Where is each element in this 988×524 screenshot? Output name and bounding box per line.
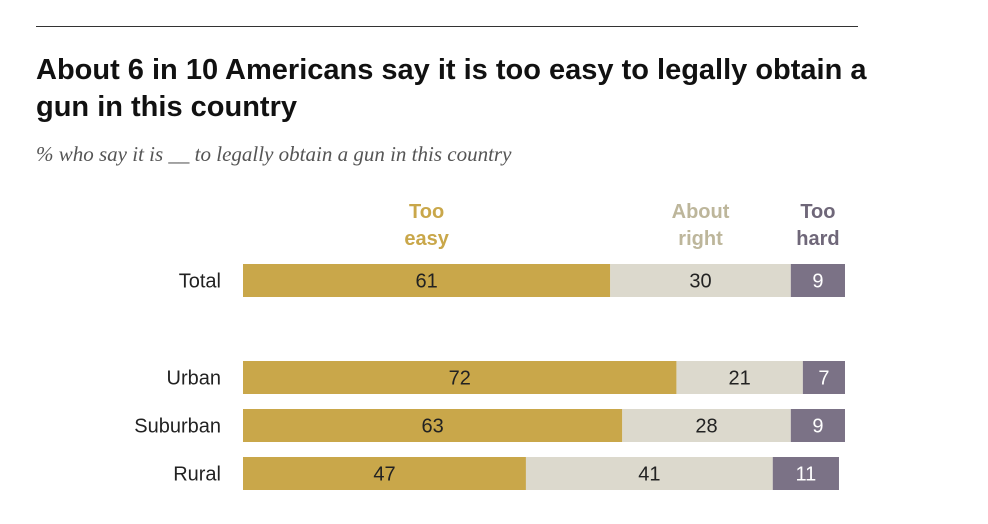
category-label-suburban: Suburban bbox=[134, 416, 221, 438]
bar-total-too-easy bbox=[243, 264, 611, 297]
data-label-rural-too-hard: 11 bbox=[795, 464, 816, 486]
data-label-suburban-about-right: 28 bbox=[695, 416, 717, 438]
bar-urban-about-right bbox=[676, 361, 803, 394]
bar-total-too-hard bbox=[790, 264, 845, 297]
category-label-rural: Rural bbox=[173, 464, 221, 486]
data-label-urban-too-easy: 72 bbox=[449, 368, 471, 390]
bar-urban-too-easy bbox=[243, 361, 677, 394]
chart-title: About 6 in 10 Americans say it is too ea… bbox=[36, 54, 867, 123]
data-label-rural-about-right: 41 bbox=[638, 464, 660, 486]
legend-about-right-line-2: right bbox=[678, 228, 723, 250]
data-label-total-about-right: 30 bbox=[689, 271, 711, 293]
category-label-urban: Urban bbox=[167, 368, 221, 390]
chart-subtitle: % who say it is __ to legally obtain a g… bbox=[36, 142, 512, 166]
bar-suburban-too-easy bbox=[243, 409, 623, 442]
data-label-rural-too-easy: 47 bbox=[373, 464, 395, 486]
legend-too-easy-line-2: easy bbox=[404, 228, 449, 250]
legend-too-easy-line-1: Too bbox=[409, 201, 444, 223]
data-label-suburban-too-easy: 63 bbox=[422, 416, 444, 438]
bar-rural-about-right bbox=[525, 457, 773, 490]
bar-urban-too-hard bbox=[802, 361, 845, 394]
category-label-total: Total bbox=[179, 271, 221, 293]
data-label-urban-too-hard: 7 bbox=[818, 368, 829, 390]
legend-too-hard-line-1: Too bbox=[800, 201, 835, 223]
data-label-total-too-hard: 9 bbox=[812, 271, 823, 293]
data-label-urban-about-right: 21 bbox=[729, 368, 751, 390]
legend-about-right-line-1: About bbox=[672, 201, 730, 223]
bar-total-about-right bbox=[610, 264, 791, 297]
data-label-total-too-easy: 61 bbox=[415, 271, 437, 293]
bar-rural-too-easy bbox=[243, 457, 526, 490]
data-label-suburban-too-hard: 9 bbox=[812, 416, 823, 438]
legend-too-hard-line-2: hard bbox=[796, 228, 839, 250]
bar-suburban-too-hard bbox=[790, 409, 845, 442]
top-rule bbox=[36, 26, 858, 27]
bar-suburban-about-right bbox=[622, 409, 791, 442]
bar-rural-too-hard bbox=[772, 457, 839, 490]
